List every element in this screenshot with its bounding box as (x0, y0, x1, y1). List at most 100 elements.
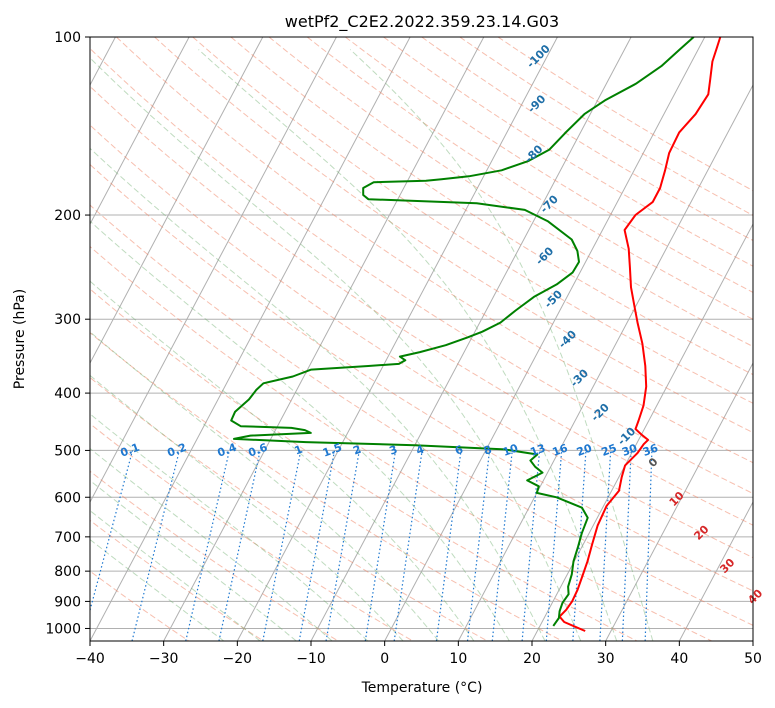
dry-adiabat (497, 37, 753, 192)
x-axis-label: Temperature (°C) (361, 680, 483, 696)
isotherm-label: -30 (568, 366, 591, 389)
x-tick-label: −10 (296, 651, 326, 667)
isotherm-line (90, 37, 264, 365)
dry-adiabat (116, 37, 753, 464)
mixing-ratio-label: 13 (528, 441, 547, 458)
dry-adiabat (383, 37, 753, 267)
y-axis-label: Pressure (hPa) (12, 289, 28, 389)
mixing-ratio-label: 1.5 (321, 441, 344, 460)
background-lines (90, 37, 753, 641)
isotherm-label: -20 (589, 401, 612, 424)
dry-adiabat (268, 37, 753, 348)
dry-adiabat (90, 470, 339, 641)
y-tick-label: 700 (54, 530, 81, 546)
moist-adiabat (198, 49, 618, 641)
mixing-ratio-line (364, 450, 397, 641)
isotherm-line (384, 37, 706, 641)
mixing-ratio-line (621, 450, 632, 641)
moist-adiabat (90, 510, 261, 641)
dry-adiabat (345, 37, 753, 293)
dry-adiabat (90, 519, 264, 641)
mixing-ratio-label: 0.6 (246, 441, 269, 460)
axis-ticks: −40 −30 −20 −10 0 10 20 30 40 5010020030040050060… (45, 30, 762, 667)
moist-adiabat (90, 57, 582, 641)
dry-adiabat (90, 245, 712, 641)
mixing-ratio-line (644, 450, 653, 641)
x-tick-label: −20 (223, 651, 253, 667)
dry-adiabat (90, 423, 414, 641)
isotherm-line (90, 37, 337, 504)
x-tick-label: −40 (75, 651, 105, 667)
isotherm-label: 20 (692, 523, 712, 543)
dry-adiabat (154, 37, 753, 434)
isotherm-label: -90 (525, 92, 548, 115)
x-tick-label: 40 (670, 651, 688, 667)
isotherm-line (531, 222, 753, 641)
dry-adiabat (90, 163, 753, 592)
x-tick-label: 50 (744, 651, 762, 667)
dry-adiabat (230, 37, 753, 376)
dry-adiabat (90, 570, 190, 641)
dry-adiabat (90, 47, 753, 495)
isotherm-label: 40 (745, 586, 765, 606)
y-tick-label: 300 (54, 312, 81, 328)
isotherm-label: -60 (533, 244, 556, 267)
mixing-ratio-line (90, 450, 134, 613)
dry-adiabat (90, 124, 753, 559)
isotherm-line (678, 500, 753, 641)
y-tick-label: 200 (54, 208, 81, 224)
mixing-ratio-line (572, 450, 587, 641)
isotherm-line (752, 639, 753, 641)
mixing-ratio-label: 0.1 (119, 441, 142, 460)
isotherm-line (605, 361, 753, 641)
isotherm-label: 0 (646, 455, 661, 470)
mixing-ratio-label: 6 (453, 443, 465, 458)
y-tick-label: 100 (54, 30, 81, 46)
x-tick-label: 20 (523, 651, 541, 667)
isotherm-line (163, 37, 485, 641)
mixing-ratio-label: 0.2 (165, 441, 188, 460)
isotherm-line (236, 37, 558, 641)
isotherm-label: 10 (667, 489, 687, 509)
mixing-ratio-label: 20 (575, 441, 594, 459)
isotherm-label: -70 (538, 192, 561, 215)
moist-adiabat (90, 147, 546, 641)
profile-lines (230, 37, 722, 632)
y-tick-label: 600 (54, 490, 81, 506)
dry-adiabat (90, 85, 753, 526)
moist-adiabat (90, 479, 297, 641)
y-tick-label: 1000 (45, 621, 81, 637)
mixing-ratio-label: 25 (600, 441, 619, 458)
isotherm-line (457, 83, 753, 641)
moist-adiabat (90, 220, 510, 641)
dry-adiabat (421, 37, 753, 242)
x-tick-label: −30 (149, 651, 179, 667)
dry-adiabat (90, 376, 488, 641)
dry-adiabat (90, 204, 753, 626)
chart-title: wetPf2_C2E2.2022.359.23.14.G03 (285, 12, 559, 32)
mixing-ratio-label: 10 (501, 441, 520, 459)
mixing-ratio-label: 0.4 (216, 441, 239, 460)
isotherm-line (90, 37, 411, 641)
dry-adiabat (90, 332, 563, 641)
mixing-ratio-label: 30 (620, 441, 639, 459)
moist-adiabat (90, 374, 404, 641)
isotherm-label: 30 (717, 556, 737, 576)
moist-adiabat (90, 538, 225, 641)
isotherm-line (90, 37, 190, 226)
y-tick-label: 800 (54, 564, 81, 580)
x-tick-label: 10 (449, 651, 467, 667)
dry-adiabat (90, 288, 638, 641)
mixing-ratio-label: 4 (414, 443, 426, 458)
mixing-ratio-label: 16 (551, 441, 570, 459)
mixing-ratio-line (262, 450, 302, 641)
isotherm-label: -40 (556, 328, 579, 351)
mixing-ratio-line (325, 450, 360, 641)
profile-line (230, 37, 695, 627)
moist-adiabat (90, 413, 369, 641)
mixing-ratio-label: 3 (388, 443, 400, 458)
mixing-ratio-line (393, 450, 423, 641)
x-tick-label: 30 (597, 651, 615, 667)
moist-adiabat (90, 280, 475, 641)
